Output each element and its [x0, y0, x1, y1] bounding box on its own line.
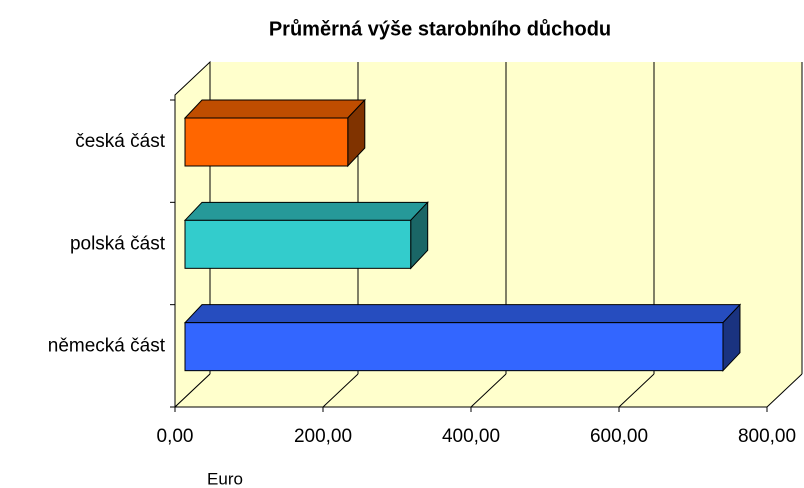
bar-front: [184, 219, 412, 269]
x-tick-label: 200,00: [294, 426, 352, 447]
y-tick-label: česká část: [75, 131, 165, 152]
bar: [183, 201, 429, 270]
x-tick-label: 800,00: [738, 426, 796, 447]
y-tick-label: polská část: [70, 233, 166, 254]
chart-title: Průměrná výše starobního důchodu: [269, 18, 611, 40]
bar: [183, 98, 366, 168]
x-tick-label: 600,00: [590, 426, 648, 447]
bar-front: [184, 322, 724, 372]
floor-grid-line: [766, 373, 803, 408]
bar-top: [183, 99, 366, 119]
floor-grid-line: [174, 373, 211, 408]
bar-top: [183, 201, 429, 221]
x-tick-label: 0,00: [157, 426, 194, 447]
bar-front: [184, 117, 349, 167]
floor-grid-line: [322, 373, 359, 408]
bars: [183, 98, 742, 372]
y-tick-label: německá část: [48, 336, 166, 357]
bar-top: [183, 304, 742, 324]
x-axis-label: Euro: [207, 469, 243, 488]
floor-grid-line: [470, 373, 507, 408]
floor-grid-line: [618, 373, 655, 408]
x-tick-label: 400,00: [442, 426, 500, 447]
bar: [183, 303, 742, 372]
